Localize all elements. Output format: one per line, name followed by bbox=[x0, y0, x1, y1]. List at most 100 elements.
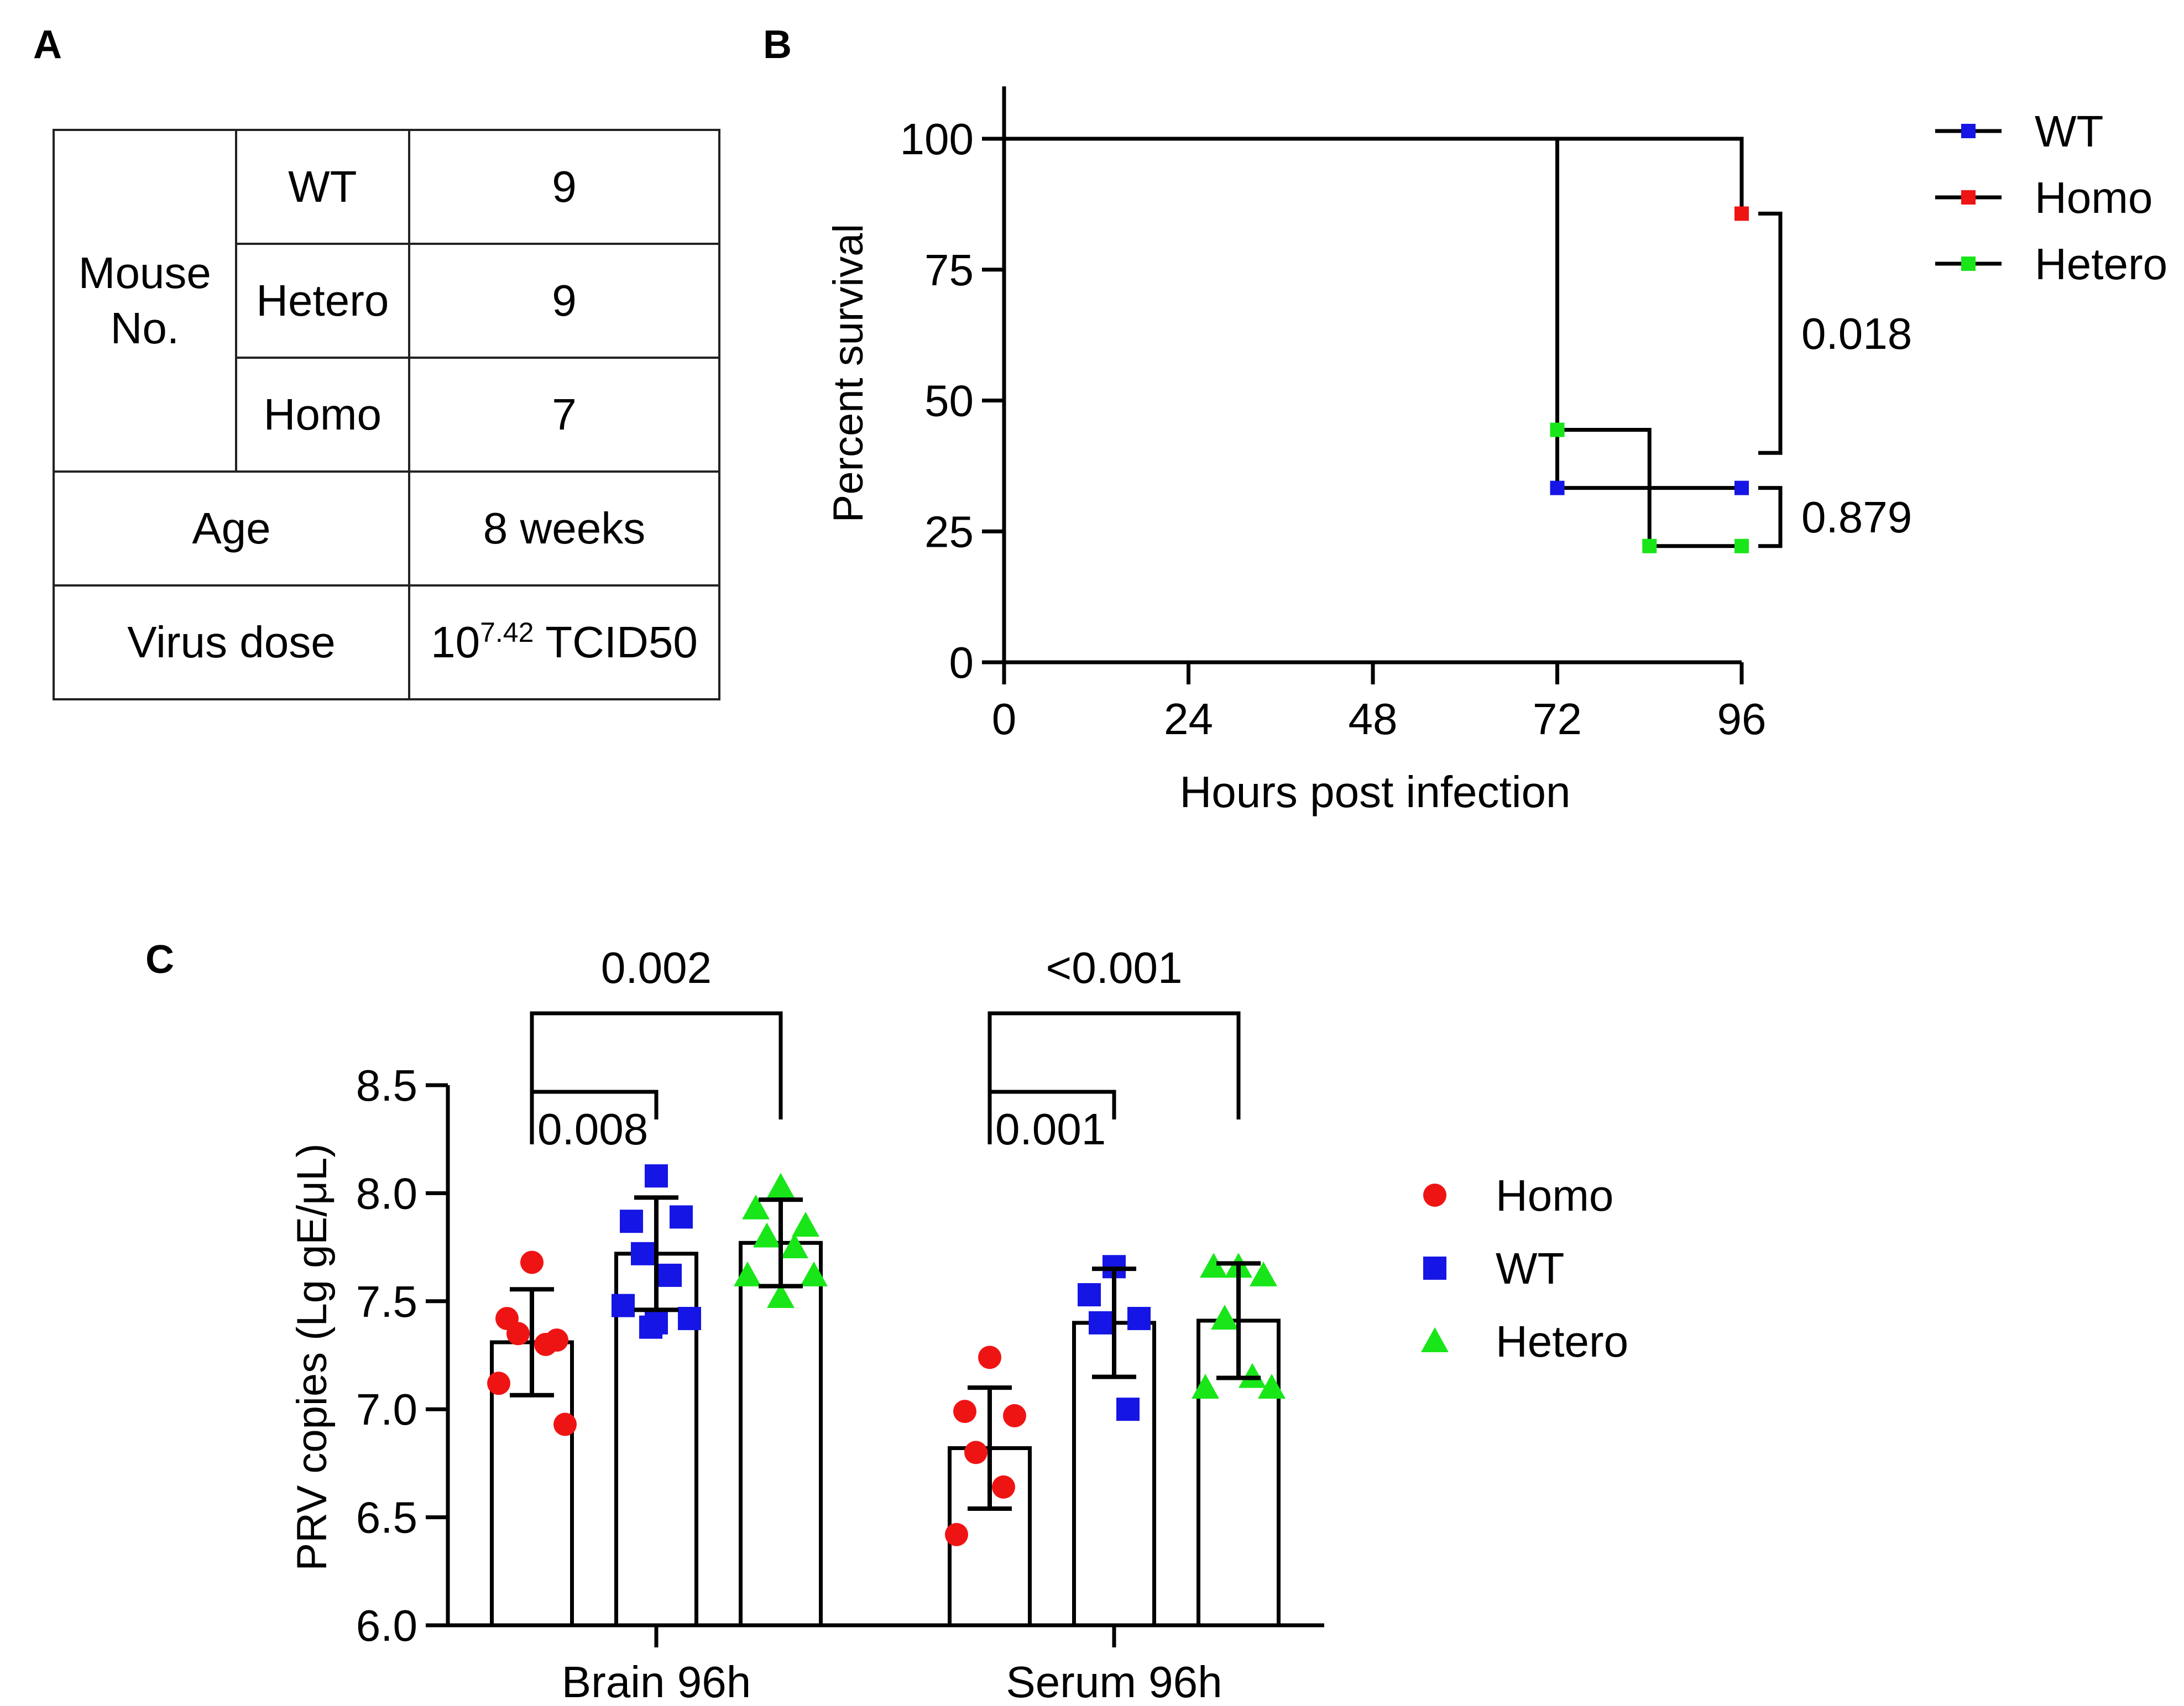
survival-marker-hetero bbox=[1734, 538, 1749, 553]
survival-marker-wt bbox=[1734, 480, 1749, 495]
data-point-homo bbox=[520, 1250, 544, 1274]
bar-legend-marker-hetero bbox=[1421, 1327, 1449, 1352]
bar-significance-bracket bbox=[530, 1090, 659, 1144]
data-point-wt bbox=[620, 1210, 643, 1233]
bar-y-tick-label: 6.0 bbox=[356, 1601, 417, 1650]
survival-significance-bracket bbox=[1758, 211, 1783, 455]
survival-y-tick-label: 0 bbox=[949, 638, 974, 687]
survival-legend-label-hetero: Hetero bbox=[2035, 239, 2167, 289]
survival-marker-wt bbox=[1550, 480, 1565, 495]
data-point-wt bbox=[1116, 1398, 1140, 1421]
data-point-wt bbox=[1089, 1311, 1112, 1335]
bar-legend-marker-homo bbox=[1423, 1184, 1446, 1207]
survival-y-tick-label: 100 bbox=[900, 114, 974, 164]
bar-legend-label-wt: WT bbox=[1496, 1244, 1564, 1293]
data-point-hetero bbox=[781, 1233, 808, 1259]
bar-legend-marker-wt bbox=[1423, 1257, 1446, 1280]
bar-p-value: 0.002 bbox=[601, 943, 712, 992]
bar-significance-bracket bbox=[987, 1090, 1116, 1144]
dose-unit: TCID50 bbox=[545, 617, 698, 667]
bar-y-tick-label: 6.5 bbox=[356, 1493, 417, 1542]
data-point-homo bbox=[953, 1400, 976, 1424]
bar-y-axis-label: PRV copies (Lg gE/μL) bbox=[289, 1143, 336, 1571]
bar-category-label: Serum 96h bbox=[1006, 1657, 1222, 1706]
group-wt-label: WT bbox=[234, 129, 410, 245]
group-hetero-count: 9 bbox=[407, 243, 721, 359]
data-point-hetero bbox=[734, 1261, 761, 1286]
data-point-homo bbox=[992, 1475, 1015, 1499]
survival-significance-bracket bbox=[1758, 486, 1783, 548]
survival-y-axis-label: Percent survival bbox=[825, 224, 872, 523]
survival-y-tick-label: 75 bbox=[924, 245, 974, 295]
group-wt-count: 9 bbox=[407, 129, 721, 245]
data-point-hetero bbox=[742, 1194, 770, 1220]
survival-legend-label-homo: Homo bbox=[2035, 173, 2152, 222]
virus-dose-value: 107.42 TCID50 bbox=[407, 584, 721, 700]
survival-x-tick-label: 0 bbox=[992, 694, 1017, 744]
bar-significance-bracket bbox=[530, 1011, 783, 1119]
bar-legend-label-hetero: Hetero bbox=[1496, 1317, 1628, 1366]
data-point-homo bbox=[506, 1322, 530, 1346]
survival-legend-marker-homo bbox=[1961, 190, 1976, 205]
dose-exponent: 7.42 bbox=[480, 617, 534, 648]
survival-p-value: 0.879 bbox=[1801, 493, 1912, 542]
data-point-hetero bbox=[1200, 1253, 1227, 1278]
data-point-hetero bbox=[800, 1261, 828, 1286]
data-point-wt bbox=[678, 1307, 701, 1331]
bar-category-label: Brain 96h bbox=[562, 1657, 751, 1706]
survival-y-tick-label: 25 bbox=[924, 507, 974, 556]
group-homo-count: 7 bbox=[407, 357, 721, 473]
data-point-wt bbox=[1078, 1283, 1101, 1307]
virus-dose-label: Virus dose bbox=[53, 584, 410, 700]
panel-label-a: A bbox=[33, 23, 62, 67]
data-point-hetero bbox=[753, 1222, 781, 1248]
survival-legend-label-wt: WT bbox=[2035, 107, 2103, 156]
bar-y-tick-label: 7.5 bbox=[356, 1277, 417, 1326]
survival-x-tick-label: 96 bbox=[1717, 694, 1767, 744]
survival-marker-hetero bbox=[1550, 422, 1565, 437]
panel-label-b: B bbox=[763, 23, 792, 67]
bar-y-tick-label: 8.0 bbox=[356, 1169, 417, 1218]
bar-y-tick-label: 8.5 bbox=[356, 1061, 417, 1110]
age-value: 8 weeks bbox=[407, 470, 721, 587]
data-point-homo bbox=[487, 1372, 510, 1395]
data-point-wt bbox=[670, 1205, 693, 1229]
data-point-wt bbox=[639, 1315, 662, 1339]
panel-label-c: C bbox=[145, 938, 174, 982]
data-point-hetero bbox=[1250, 1261, 1277, 1286]
data-point-hetero bbox=[1211, 1305, 1239, 1330]
data-point-wt bbox=[631, 1242, 654, 1265]
survival-x-tick-label: 72 bbox=[1533, 694, 1582, 744]
data-point-homo bbox=[1003, 1404, 1026, 1427]
survival-line-homo bbox=[1004, 137, 1744, 214]
bar-significance-bracket bbox=[987, 1011, 1241, 1119]
age-label: Age bbox=[53, 470, 410, 587]
data-point-hetero bbox=[1239, 1363, 1266, 1388]
survival-y-tick-label: 50 bbox=[924, 376, 974, 426]
data-point-wt bbox=[645, 1164, 668, 1188]
data-point-homo bbox=[534, 1332, 557, 1356]
virus-load-bar-chart: PRV copies (Lg gE/μL) 6.0 6.5 7.0 7.5 8.0 8.5… bbox=[289, 943, 1628, 1706]
survival-marker-homo bbox=[1734, 206, 1749, 221]
bar-legend-label-homo: Homo bbox=[1496, 1171, 1613, 1220]
survival-x-tick-label: 48 bbox=[1349, 694, 1398, 744]
survival-marker-hetero bbox=[1642, 538, 1657, 553]
survival-legend-marker-hetero bbox=[1961, 257, 1976, 271]
data-point-wt bbox=[659, 1263, 682, 1287]
data-point-homo bbox=[964, 1441, 987, 1464]
data-point-hetero bbox=[1192, 1374, 1219, 1399]
data-point-wt bbox=[612, 1294, 635, 1317]
survival-p-value: 0.018 bbox=[1801, 309, 1912, 358]
bar-y-tick-label: 7.0 bbox=[356, 1385, 417, 1434]
experiment-info-table: Mouse No. WT 9 Hetero 9 Homo 7 Age 8 wee… bbox=[53, 129, 721, 700]
data-point-wt bbox=[1127, 1307, 1151, 1331]
group-homo-label: Homo bbox=[234, 357, 410, 473]
bar-p-value: 0.008 bbox=[537, 1105, 648, 1154]
survival-line-hetero bbox=[1004, 137, 1742, 548]
group-hetero-label: Hetero bbox=[234, 243, 410, 359]
survival-x-tick-label: 24 bbox=[1164, 694, 1213, 744]
mouse-no-label: Mouse No. bbox=[53, 129, 237, 473]
data-point-homo bbox=[945, 1522, 968, 1546]
survival-legend-marker-wt bbox=[1961, 124, 1976, 138]
